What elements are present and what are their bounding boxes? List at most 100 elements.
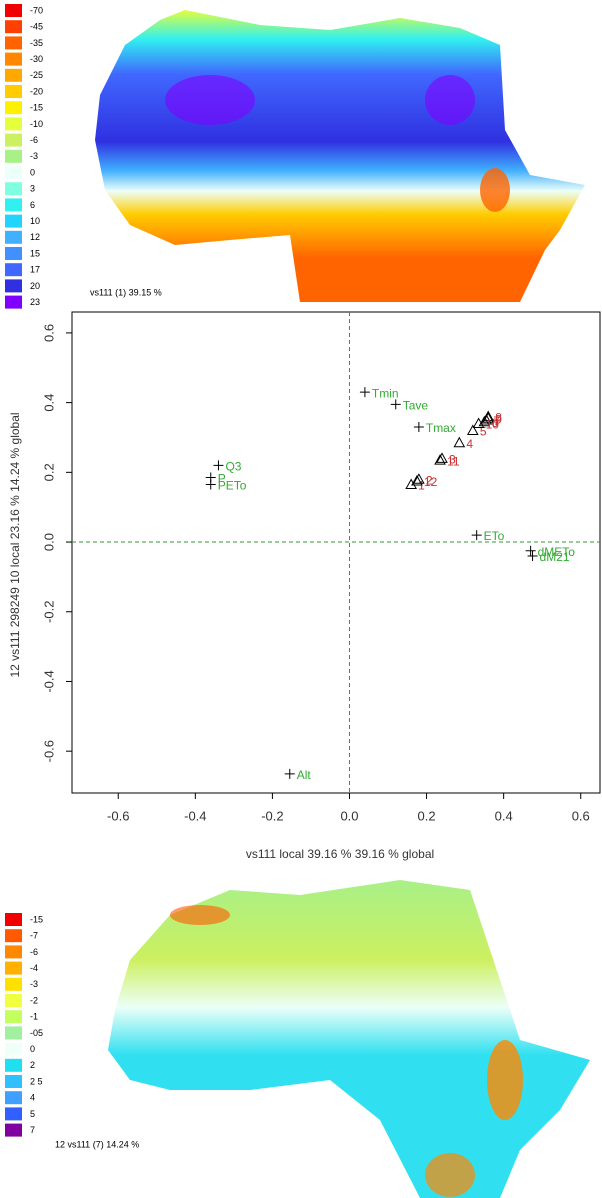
legend-label: -25 <box>30 70 43 80</box>
x-tick-label: 0.2 <box>418 808 436 823</box>
legend-swatch <box>5 1059 22 1072</box>
legend-label: -15 <box>30 914 43 924</box>
legend-label: 15 <box>30 248 40 258</box>
point <box>528 551 538 561</box>
legend-label: -3 <box>30 151 38 161</box>
point <box>414 422 424 432</box>
point-label: Tmin <box>372 386 399 400</box>
legend-swatch <box>5 296 22 309</box>
legend-swatch <box>5 1075 22 1088</box>
legend-swatch <box>5 101 22 114</box>
legend-label: 23 <box>30 297 40 307</box>
y-tick-label: -0.6 <box>41 740 56 762</box>
legend-label: -05 <box>30 1028 43 1038</box>
legend-label: -70 <box>30 5 43 15</box>
point <box>526 546 536 556</box>
legend-label: -4 <box>30 963 38 973</box>
legend-swatch <box>5 929 22 942</box>
legend-label: 12 <box>30 232 40 242</box>
point <box>213 460 223 470</box>
legend-swatch <box>5 1091 22 1104</box>
legend-label: 10 <box>30 216 40 226</box>
point-label: 12 <box>424 475 438 489</box>
legend-swatch <box>5 36 22 49</box>
legend-swatch <box>5 1107 22 1120</box>
legend-label: 6 <box>30 200 35 210</box>
legend-swatch <box>5 166 22 179</box>
point-label: ETo <box>484 529 505 543</box>
point <box>468 426 478 435</box>
x-tick-label: 0.0 <box>340 808 358 823</box>
legend-swatch <box>5 913 22 926</box>
x-axis-label: vs111 local 39.16 % 39.16 % global <box>246 847 434 861</box>
legend-swatch <box>5 53 22 66</box>
legend-swatch <box>5 4 22 17</box>
x-tick-label: 0.6 <box>572 808 590 823</box>
map-caption: 12 vs111 (7) 14.24 % <box>55 1139 139 1149</box>
point-label: 11 <box>447 454 460 468</box>
legend-label: 3 <box>30 184 35 194</box>
y-tick-label: 0.6 <box>41 324 56 342</box>
point <box>285 769 295 779</box>
point <box>454 438 464 447</box>
point <box>391 399 401 409</box>
legend-swatch <box>5 962 22 975</box>
map-region <box>487 1040 523 1120</box>
point <box>206 480 216 490</box>
bottom-map: 12 vs111 (7) 14.24 % <box>55 880 590 1198</box>
legend-label: -6 <box>30 947 38 957</box>
map-caption: vs111 (1) 39.15 % <box>90 287 162 297</box>
legend-label: -3 <box>30 979 38 989</box>
legend-label: -20 <box>30 86 43 96</box>
legend-label: -7 <box>30 931 38 941</box>
x-tick-label: -0.4 <box>184 808 206 823</box>
legend-swatch <box>5 247 22 260</box>
legend-label: 2 5 <box>30 1076 43 1086</box>
legend-swatch <box>5 1043 22 1056</box>
y-axis-label: 12 vs111 298249 10 local 23.16 % 14.24 %… <box>8 412 22 677</box>
legend-label: 5 <box>30 1109 35 1119</box>
point-label: Tmax <box>426 421 456 435</box>
y-tick-label: 0.4 <box>41 394 56 412</box>
legend-swatch <box>5 215 22 228</box>
legend-swatch <box>5 994 22 1007</box>
legend-swatch <box>5 1124 22 1137</box>
legend-swatch <box>5 69 22 82</box>
map-region <box>425 75 475 125</box>
legend-label: 0 <box>30 1044 35 1054</box>
legend-swatch <box>5 85 22 98</box>
plot-frame <box>72 312 600 793</box>
legend-label: 7 <box>30 1125 35 1135</box>
legend-label: -6 <box>30 135 38 145</box>
legend-swatch <box>5 134 22 147</box>
legend-swatch <box>5 279 22 292</box>
x-tick-label: -0.2 <box>261 808 283 823</box>
y-tick-label: -0.4 <box>41 670 56 692</box>
y-tick-label: -0.2 <box>41 601 56 623</box>
legend-swatch <box>5 263 22 276</box>
x-tick-label: -0.6 <box>107 808 129 823</box>
legend-swatch <box>5 978 22 991</box>
point-label: PETo <box>218 479 247 493</box>
legend-swatch <box>5 182 22 195</box>
point-label: dM21 <box>540 550 570 564</box>
point-label: 10 <box>486 418 500 432</box>
legend-swatch <box>5 231 22 244</box>
map-region <box>165 75 255 125</box>
legend-label: -30 <box>30 54 43 64</box>
legend-label: -15 <box>30 103 43 113</box>
legend-label: -45 <box>30 22 43 32</box>
legend-label: 20 <box>30 281 40 291</box>
point <box>472 530 482 540</box>
legend-label: 4 <box>30 1093 35 1103</box>
africa-map <box>108 880 590 1198</box>
legend-swatch <box>5 1026 22 1039</box>
point <box>360 387 370 397</box>
legend-swatch <box>5 1010 22 1023</box>
legend-swatch <box>5 117 22 130</box>
legend-label: -10 <box>30 119 43 129</box>
legend-label: -35 <box>30 38 43 48</box>
legend-label: 0 <box>30 167 35 177</box>
legend-swatch <box>5 945 22 958</box>
legend-label: 17 <box>30 265 40 275</box>
